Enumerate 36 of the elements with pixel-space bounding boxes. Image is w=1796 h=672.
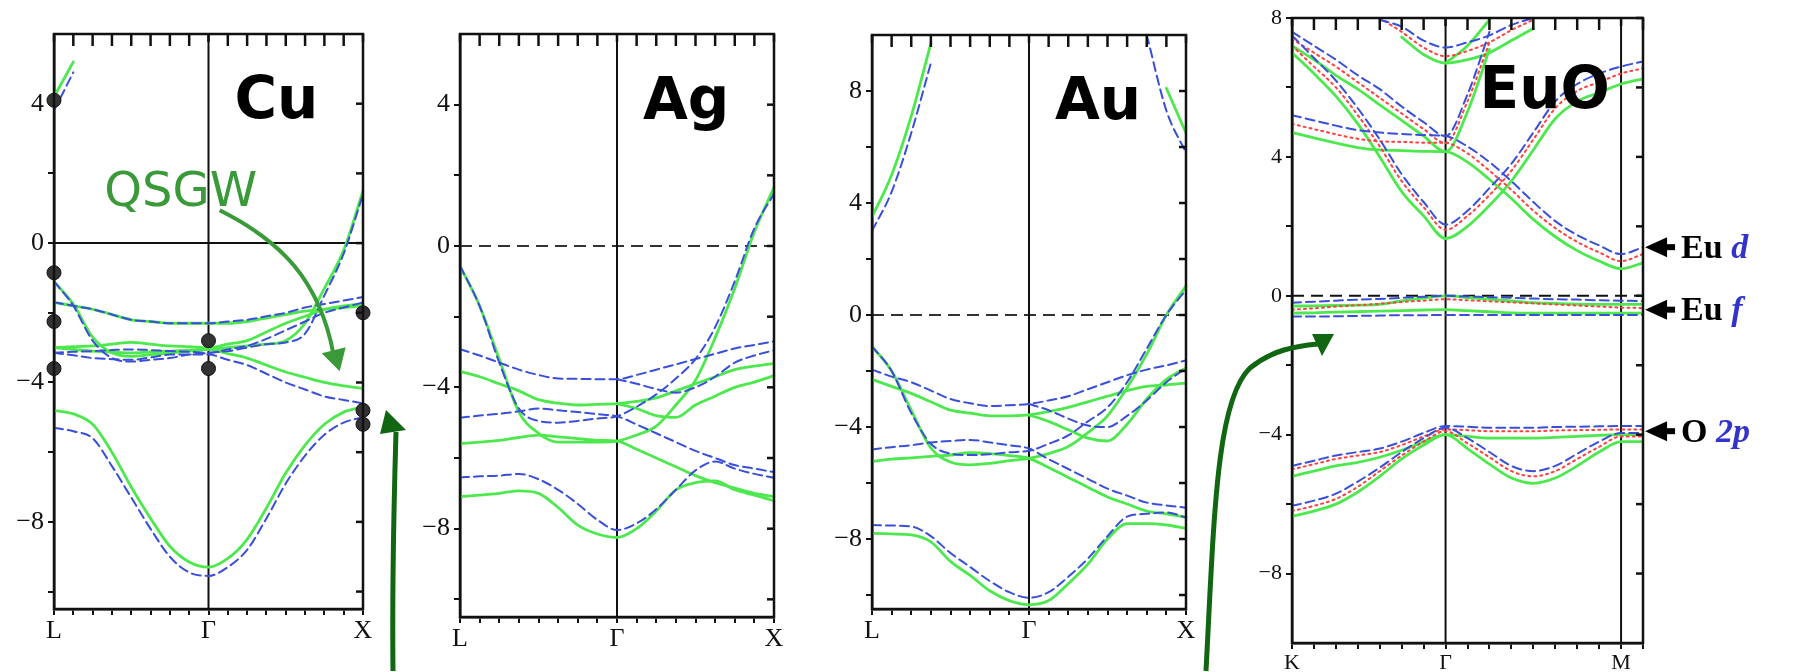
x-tick-label: L: [452, 623, 468, 653]
x-tick-label: X: [764, 623, 784, 653]
annotation: O 2p: [1681, 411, 1751, 449]
x-tick-label: Γ: [200, 615, 217, 645]
y-tick-label: 0: [849, 298, 862, 328]
y-tick-label: 4: [849, 186, 862, 216]
text: Cu: [234, 64, 319, 133]
x-tick-label: M: [1611, 648, 1631, 672]
x-tick-label: Γ: [1021, 615, 1037, 645]
y-tick-label: −4: [1258, 420, 1282, 446]
annotation: Eu f: [1681, 290, 1747, 328]
x-tick-label: L: [46, 615, 62, 645]
annotation: Eu d: [1681, 227, 1750, 265]
x-tick-label: X: [353, 615, 373, 645]
x-tick-label: X: [1176, 615, 1196, 645]
y-tick-label: 0: [31, 226, 44, 256]
y-tick-label: −4: [422, 371, 450, 401]
y-tick-label: 4: [437, 88, 450, 118]
y-tick-label: −8: [422, 512, 450, 542]
y-tick-label: −8: [1258, 559, 1282, 585]
y-tick-label: 0: [437, 229, 450, 259]
y-tick-label: 8: [849, 74, 862, 104]
x-tick-label: L: [864, 615, 880, 645]
text: Ag: [642, 65, 730, 134]
y-tick-label: −4: [16, 366, 44, 396]
y-tick-label: 4: [1271, 142, 1282, 168]
y-tick-label: −4: [834, 410, 862, 440]
y-tick-label: 4: [31, 87, 44, 117]
y-tick-label: 0: [1271, 281, 1282, 307]
y-tick-label: 8: [1271, 3, 1282, 29]
x-tick-label: Γ: [609, 623, 625, 653]
y-tick-label: −8: [834, 522, 862, 552]
text: Au: [1054, 64, 1142, 133]
y-tick-label: −8: [16, 505, 44, 535]
x-tick-label: Γ: [1439, 648, 1453, 672]
x-tick-label: K: [1284, 648, 1301, 672]
